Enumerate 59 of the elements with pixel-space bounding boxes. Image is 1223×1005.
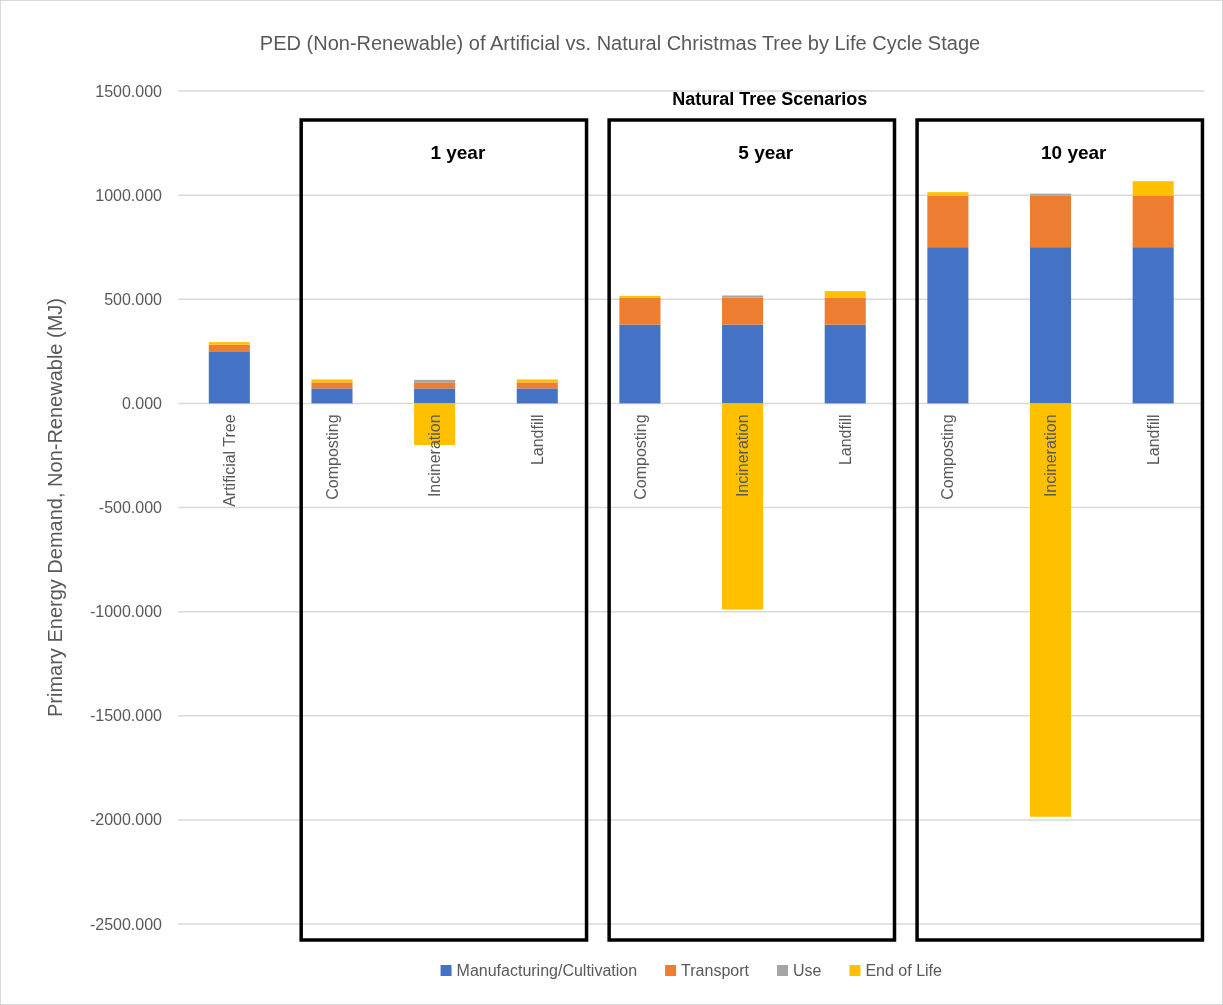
bar (208, 351, 250, 404)
x-tick-label: Incineration (1042, 414, 1060, 498)
bar (414, 388, 456, 404)
bar (1029, 247, 1072, 404)
annotation: 5 year (738, 141, 794, 163)
x-tick-label: Composting (323, 414, 341, 500)
bar (824, 297, 866, 325)
y-tick-label: 1000.000 (95, 186, 163, 204)
bar (414, 382, 456, 389)
bar (208, 342, 250, 345)
annotation: 10 year (1041, 141, 1108, 163)
annotation: Natural Tree Scenarios (672, 89, 868, 110)
x-tick-label: Composting (939, 414, 957, 500)
legend-label: Use (792, 961, 822, 979)
x-tick-label: Composting (631, 414, 649, 500)
bar (208, 344, 250, 352)
bar (722, 324, 764, 404)
x-tick-label: Landfill (528, 414, 546, 466)
bar (1132, 195, 1174, 248)
chart-title: PED (Non-Renewable) of Artificial vs. Natural Christmas Tree by Life Cycle Stage (259, 32, 981, 54)
bar (619, 297, 661, 325)
y-tick-label: -1000.000 (89, 603, 163, 621)
y-tick-label: -500.000 (98, 499, 163, 517)
bar (516, 379, 558, 383)
bar (824, 291, 866, 298)
y-tick-label: -2500.000 (89, 915, 163, 933)
legend-label: Manufacturing/Cultivation (456, 961, 638, 979)
x-tick-label: Landfill (836, 414, 854, 466)
bar (927, 195, 969, 248)
y-tick-label: 500.000 (104, 290, 163, 308)
bar (722, 295, 764, 298)
y-axis-title: Primary Energy Demand, Non-Renewable (MJ) (44, 297, 66, 718)
bar (1029, 403, 1072, 817)
x-tick-label: Landfill (1144, 414, 1162, 466)
bar (722, 403, 764, 610)
legend-label: Transport (681, 961, 750, 979)
annotation: 1 year (430, 141, 486, 163)
y-tick-label: 1500.000 (95, 82, 163, 100)
y-tick-label: -1500.000 (89, 707, 163, 725)
y-tick-label: -2000.000 (89, 811, 163, 829)
bar (927, 247, 969, 404)
bar (1132, 247, 1174, 404)
bar (619, 324, 661, 404)
bar (927, 192, 969, 196)
x-tick-label: Artificial Tree (220, 414, 238, 507)
bar (311, 379, 353, 383)
legend-label: End of Life (865, 961, 943, 979)
bar (1132, 181, 1174, 196)
bar (1029, 195, 1072, 248)
x-tick-label: Incineration (734, 414, 752, 498)
bar (516, 382, 558, 389)
x-tick-label: Incineration (426, 414, 444, 498)
y-tick-label: 0.000 (121, 394, 163, 412)
bar (311, 382, 353, 389)
bar (1029, 193, 1072, 196)
bar (824, 324, 866, 404)
bar (516, 388, 558, 404)
bar (722, 297, 764, 325)
bar (311, 388, 353, 404)
